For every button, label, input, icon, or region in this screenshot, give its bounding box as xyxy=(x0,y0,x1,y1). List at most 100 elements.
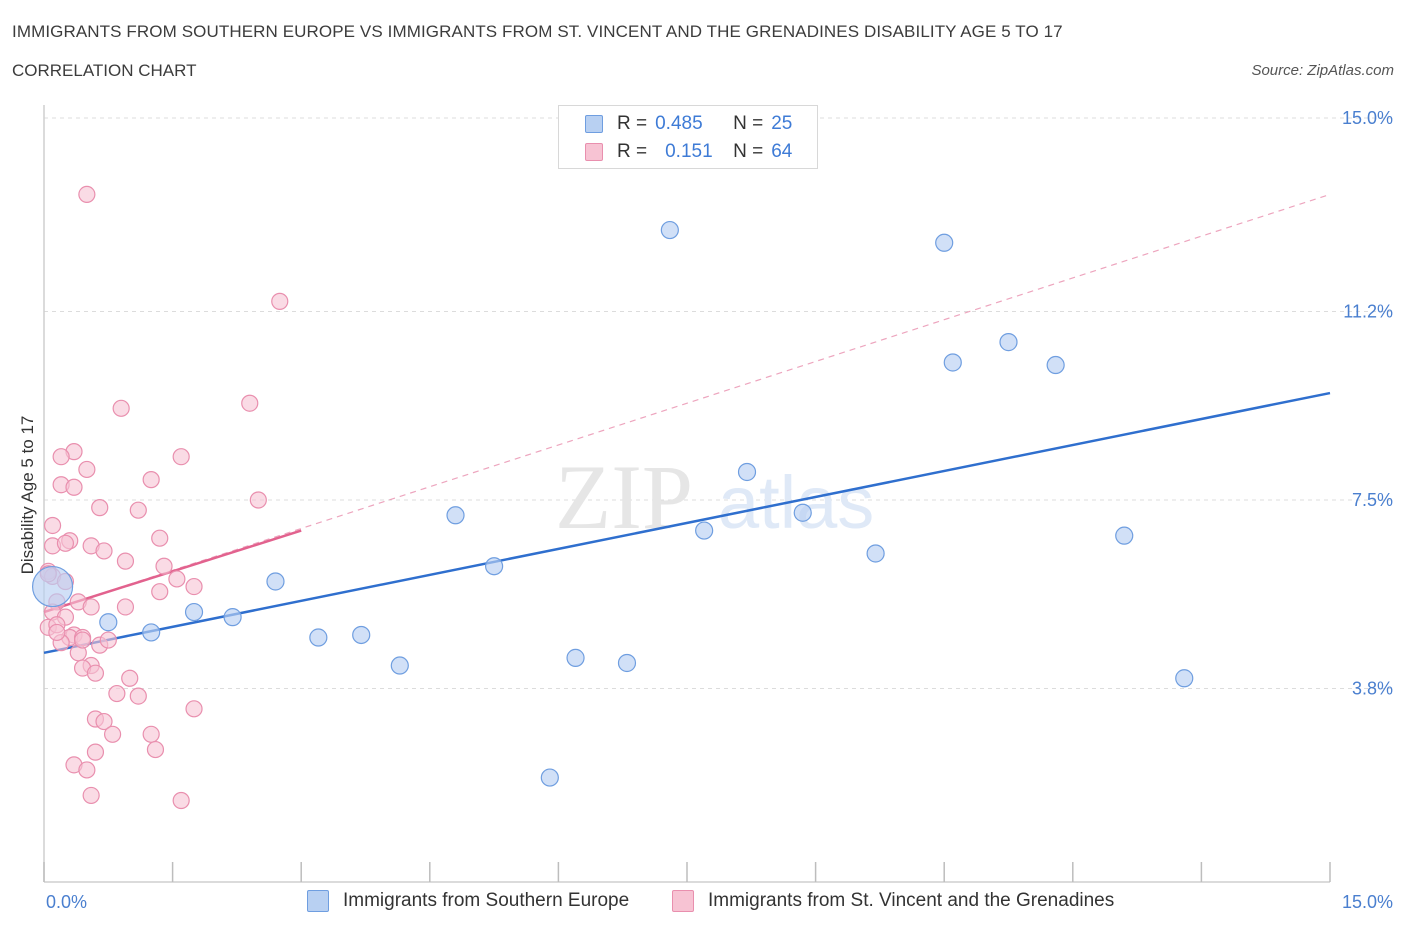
data-point-blue xyxy=(540,768,559,787)
legend-row-pink: R = 0.151 N = 64 xyxy=(585,140,792,164)
data-point-pink xyxy=(129,501,147,519)
data-point-blue xyxy=(1115,526,1134,545)
data-point-blue xyxy=(943,353,962,372)
watermark: ZIP atlas xyxy=(555,446,874,548)
data-point-pink xyxy=(168,570,186,588)
data-point-blue xyxy=(660,220,679,240)
data-point-pink xyxy=(129,687,147,705)
data-point-blue xyxy=(223,608,242,627)
data-point-blue xyxy=(737,462,757,482)
data-point-pink xyxy=(86,664,105,682)
data-point-pink xyxy=(241,394,259,412)
data-point-blue xyxy=(695,521,714,540)
data-point-blue xyxy=(793,503,812,522)
bottom-legend-label-blue: Immigrants from Southern Europe xyxy=(343,890,630,911)
data-point-blue xyxy=(309,628,328,647)
trend-line-pink xyxy=(43,529,302,614)
data-point-pink xyxy=(86,743,105,761)
data-point-pink xyxy=(151,529,169,547)
data-point-blue xyxy=(99,613,118,632)
correlation-legend: R = 0.485 N = 25 R = 0.151 N = 64 xyxy=(558,105,818,169)
data-point-blue xyxy=(390,656,409,675)
data-point-pink xyxy=(249,491,267,509)
data-point-pink xyxy=(99,631,117,649)
data-point-blue xyxy=(999,333,1018,352)
x-ticks xyxy=(43,862,1331,882)
data-point-pink xyxy=(146,740,165,759)
bottom-legend-blue: Immigrants from Southern Europe xyxy=(307,890,629,912)
data-point-pink xyxy=(121,669,139,687)
y-tick-label: 7.5% xyxy=(1352,490,1393,510)
data-point-blue xyxy=(352,625,371,645)
data-point-blue xyxy=(1046,355,1065,375)
legend-swatch-pink xyxy=(585,143,603,161)
watermark-zip: ZIP xyxy=(555,446,693,548)
series-blue-points xyxy=(31,220,1194,787)
data-point-pink xyxy=(43,516,62,535)
data-point-pink xyxy=(73,631,92,649)
data-point-pink xyxy=(78,185,96,203)
legend-swatch-blue xyxy=(585,115,603,133)
chart-subtitle: CORRELATION CHART xyxy=(12,61,197,80)
data-point-pink xyxy=(82,598,100,616)
legend-r-value-blue: 0.485 xyxy=(655,113,703,134)
data-point-blue xyxy=(446,506,465,525)
x-tick-labels: 0.0% 15.0% xyxy=(46,892,1393,912)
data-point-pink xyxy=(185,577,203,596)
legend-r-label: R = xyxy=(617,141,648,162)
data-point-pink xyxy=(95,712,113,731)
data-point-pink xyxy=(112,399,130,417)
y-tick-label: 3.8% xyxy=(1352,678,1393,698)
data-point-pink xyxy=(151,583,169,601)
trend-line-blue xyxy=(43,391,1331,655)
x-tick-label-min: 0.0% xyxy=(46,892,87,912)
data-point-pink xyxy=(108,684,126,703)
legend-n-value-pink: 64 xyxy=(771,141,793,162)
data-point-pink xyxy=(155,557,173,575)
data-point-blue xyxy=(142,623,161,642)
data-point-pink xyxy=(91,499,109,517)
data-point-blue xyxy=(866,544,885,563)
data-point-blue xyxy=(566,648,585,667)
data-point-pink xyxy=(172,791,190,810)
data-point-blue xyxy=(485,557,504,576)
bottom-legend-label-pink: Immigrants from St. Vincent and the Gren… xyxy=(708,890,1115,911)
x-tick-label-max: 15.0% xyxy=(1342,892,1393,912)
data-point-pink xyxy=(142,725,160,743)
data-point-blue xyxy=(184,602,204,622)
y-tick-label: 11.2% xyxy=(1343,302,1393,322)
data-point-pink xyxy=(103,725,122,743)
y-tick-label: 15.0% xyxy=(1342,108,1393,128)
legend-n-value-blue: 25 xyxy=(771,113,793,134)
data-point-pink xyxy=(52,448,70,466)
y-axis-label: Disability Age 5 to 17 xyxy=(18,416,37,575)
data-point-blue xyxy=(935,233,954,252)
chart-title: IMMIGRANTS FROM SOUTHERN EUROPE VS IMMIG… xyxy=(12,22,1063,41)
data-point-pink xyxy=(142,471,160,489)
data-point-blue xyxy=(266,572,285,591)
bottom-legend-swatch-pink xyxy=(672,890,694,912)
bottom-legend-pink: Immigrants from St. Vincent and the Gren… xyxy=(672,890,1114,912)
series-pink-points xyxy=(39,185,289,810)
data-point-pink xyxy=(116,552,135,570)
data-point-blue xyxy=(617,653,637,673)
data-point-pink xyxy=(185,700,203,718)
data-point-pink xyxy=(95,542,113,560)
data-point-pink xyxy=(56,534,75,552)
data-point-pink xyxy=(271,292,289,310)
data-point-pink xyxy=(78,460,96,479)
data-point-pink xyxy=(172,448,190,466)
legend-n-label: N = xyxy=(733,141,764,162)
data-point-pink xyxy=(78,761,96,779)
legend-r-value-pink: 0.151 xyxy=(665,141,713,162)
data-point-pink xyxy=(65,478,83,496)
trend-lines xyxy=(43,193,1331,655)
trend-line-pink-extended xyxy=(43,193,1331,613)
legend-n-label: N = xyxy=(733,113,764,134)
data-point-pink xyxy=(82,786,100,805)
data-point-pink xyxy=(48,623,66,642)
data-point-pink xyxy=(116,598,135,616)
data-point-blue xyxy=(31,565,74,608)
source-credit: Source: ZipAtlas.com xyxy=(1251,62,1394,79)
